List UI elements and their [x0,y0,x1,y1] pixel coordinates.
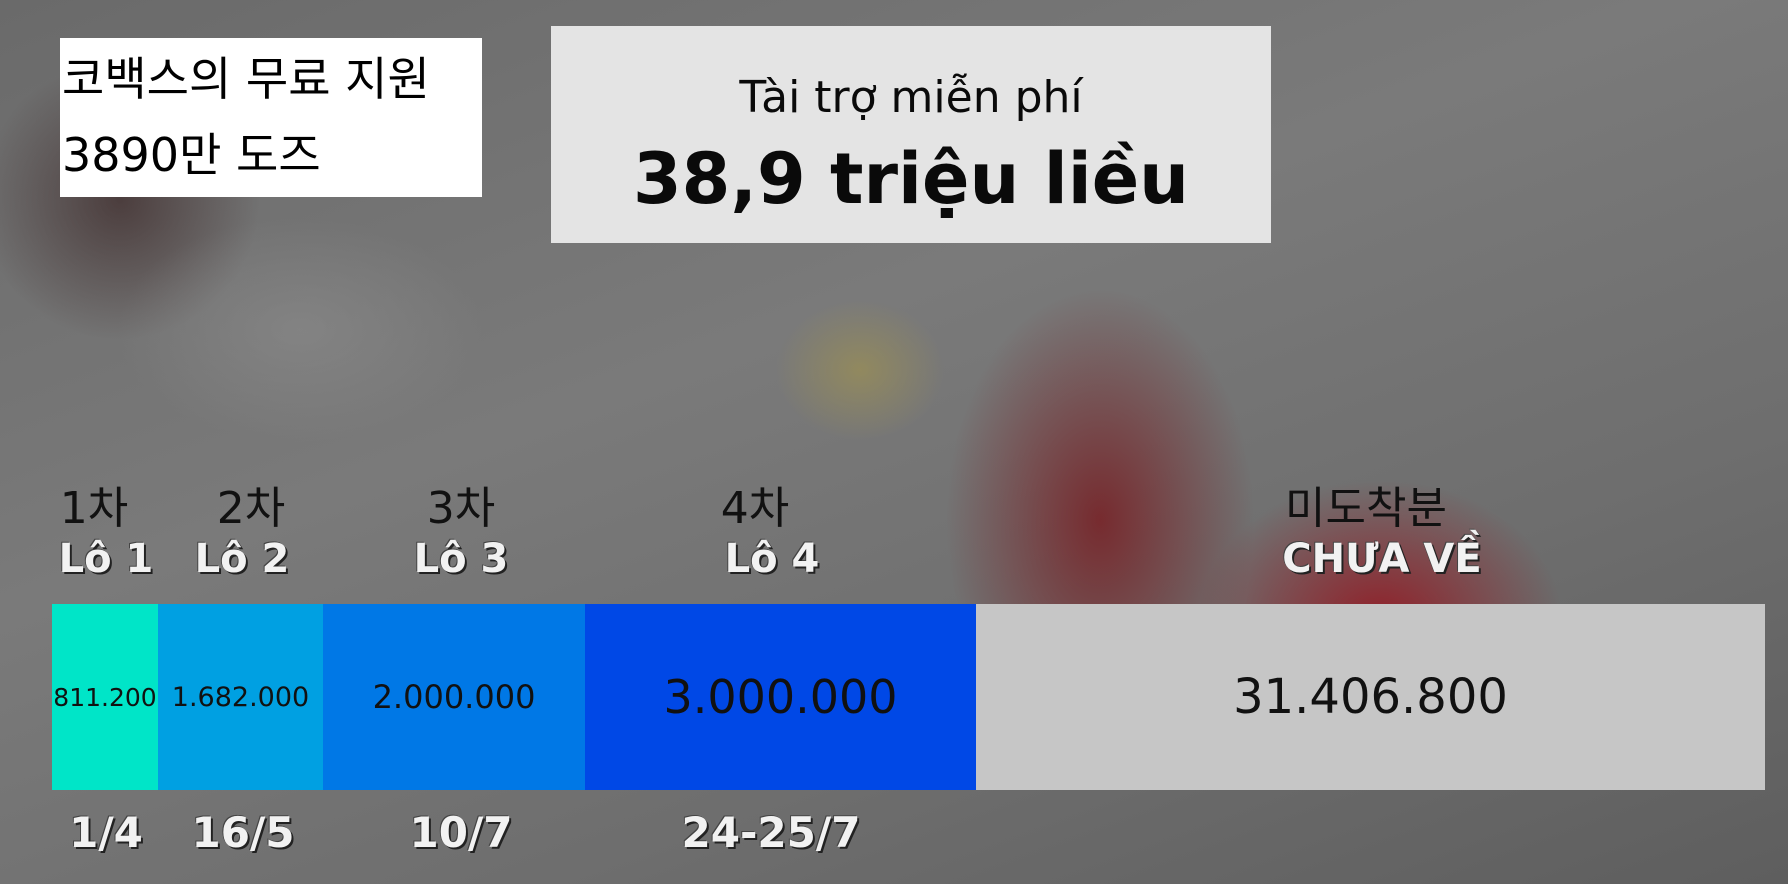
korean-label-5: 미도착분 [1285,483,1447,534]
bar-segment-4: 3.000.000 [585,604,976,790]
korean-caption-box: 코백스의 무료 지원 3890만 도즈 [60,38,482,197]
date-label-4: 24-25/7 [681,808,861,857]
korean-caption-line1: 코백스의 무료 지원 [62,52,430,106]
korean-label-2: 2차 [216,483,286,534]
header-box: Tài trợ miễn phí 38,9 triệu liều [551,26,1271,243]
category-label-5: CHƯA VỀ [1282,536,1482,582]
bar-segment-1: 811.200 [52,604,158,790]
category-label-1: Lô 1 [58,536,154,582]
date-label-3: 10/7 [409,808,513,857]
value-label-4: 3.000.000 [663,670,898,724]
category-label-3: Lô 3 [413,536,509,582]
korean-label-4: 4차 [720,483,790,534]
korean-label-1: 1차 [59,483,129,534]
header-subtitle: Tài trợ miễn phí [739,72,1083,123]
date-label-1: 1/4 [69,808,143,857]
value-label-3: 2.000.000 [372,678,536,716]
stacked-bar: 811.200 1.682.000 2.000.000 3.000.000 31… [52,604,1765,790]
date-label-2: 16/5 [191,808,295,857]
korean-caption-line2: 3890만 도즈 [62,128,321,182]
value-label-5: 31.406.800 [1233,669,1508,725]
bar-segment-2: 1.682.000 [158,604,323,790]
korean-label-3: 3차 [426,483,496,534]
category-label-2: Lô 2 [194,536,290,582]
category-label-4: Lô 4 [724,536,820,582]
bar-segment-3: 2.000.000 [323,604,585,790]
value-label-1: 811.200 [53,682,157,712]
bar-segment-5: 31.406.800 [976,604,1765,790]
header-title: 38,9 triệu liều [632,138,1190,220]
value-label-2: 1.682.000 [171,681,310,713]
